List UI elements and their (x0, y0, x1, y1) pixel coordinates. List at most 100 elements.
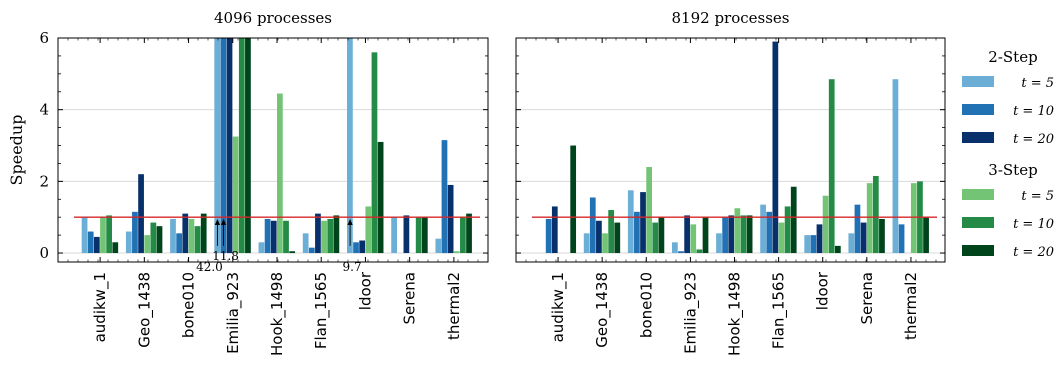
bar (614, 222, 621, 254)
panel-title: 8192 processes (672, 9, 790, 27)
bar (264, 218, 271, 254)
bar (258, 242, 265, 254)
bar (403, 215, 410, 254)
bar (672, 242, 678, 254)
category-label: Serena (401, 272, 419, 325)
bar (696, 249, 703, 254)
bar (359, 240, 366, 254)
bar (834, 245, 841, 254)
bar (910, 183, 917, 254)
bar (214, 38, 221, 254)
category-label: ldoor (356, 271, 374, 310)
bar (652, 222, 659, 254)
bar (132, 211, 138, 254)
annotation-label: 42.0 (196, 260, 223, 274)
annotation-label: 11.8 (212, 249, 239, 263)
bar (634, 211, 640, 254)
panel-2: 8192 processes audikw_1 Geo_1438 bone010 Emi… (515, 9, 946, 356)
bar (740, 215, 747, 254)
category-label: Hook_1498 (726, 272, 745, 356)
bar (321, 220, 327, 254)
bar (646, 167, 653, 254)
category-label: Geo_1438 (135, 272, 154, 348)
legend-swatch (962, 132, 994, 143)
bar (353, 242, 359, 254)
legend-label: t = 20 (1013, 132, 1054, 147)
y-tick-label: 0 (39, 244, 49, 262)
bar (270, 220, 277, 254)
category-label: audikw_1 (549, 272, 568, 342)
bar (848, 233, 855, 254)
plot-frame (57, 37, 489, 263)
legend-swatch (962, 217, 994, 228)
legend-swatch (962, 104, 994, 115)
bar (923, 217, 929, 254)
bar (589, 197, 596, 254)
bar (816, 224, 823, 254)
bar (453, 251, 460, 254)
bar (627, 190, 634, 254)
bar (170, 218, 176, 254)
bar (898, 224, 905, 254)
bar (333, 215, 340, 254)
bar (766, 211, 773, 254)
annotation-arrowhead (347, 218, 353, 225)
bar (828, 79, 835, 254)
bar (640, 192, 646, 254)
category-label: Emilia_923 (224, 272, 243, 354)
bar (138, 174, 144, 254)
legend-swatch (962, 76, 994, 87)
y-tick-label: 4 (39, 101, 49, 119)
bar (872, 175, 879, 254)
bar (804, 235, 811, 254)
bar (100, 217, 106, 254)
panel-title: 4096 processes (214, 9, 332, 27)
bar (391, 217, 397, 254)
annotation-label: 9.7 (343, 260, 362, 274)
bar (778, 222, 785, 254)
category-label: Emilia_923 (681, 272, 700, 354)
bar (602, 233, 608, 254)
bar (690, 224, 697, 254)
bar (596, 220, 602, 254)
category-label: Geo_1438 (593, 272, 612, 348)
category-label: thermal2 (902, 272, 920, 340)
bar (93, 236, 100, 254)
bar (545, 218, 552, 254)
bar (772, 41, 779, 254)
bar (156, 226, 163, 254)
category-label: bone010 (637, 272, 655, 338)
panel-1: 4096 processes audikw_1 Geo_1438 bone010 Emi… (39, 9, 489, 356)
legend-group-title: 3-Step (988, 161, 1037, 179)
y-tick-label: 6 (39, 29, 49, 47)
bar (371, 52, 378, 254)
bar (860, 222, 867, 254)
bar (200, 213, 207, 254)
bar (746, 215, 753, 254)
legend: 2-Step t = 5 t = 10 t = 20 3-Step t = 5 t = 10… (962, 48, 1054, 260)
bar (658, 217, 665, 254)
bar (760, 204, 766, 254)
legend-label: t = 5 (1021, 76, 1054, 91)
bar (678, 251, 684, 254)
y-axis-label: Speedup (7, 115, 26, 186)
category-label: Flan_1565 (770, 272, 789, 349)
y-tick-label: 2 (39, 172, 49, 190)
bar (176, 233, 183, 254)
category-label: ldoor (814, 271, 832, 310)
bar (327, 218, 334, 254)
bar (232, 136, 239, 254)
category-label: audikw_1 (91, 272, 110, 342)
legend-label: t = 5 (1021, 189, 1054, 204)
bar (245, 38, 251, 254)
bar (81, 217, 88, 254)
bar (415, 217, 422, 254)
legend-swatch (962, 245, 994, 256)
bar (716, 233, 722, 254)
category-label: Hook_1498 (268, 272, 287, 356)
bar (608, 210, 615, 254)
bar (879, 218, 885, 254)
annotation-arrowhead (220, 218, 227, 225)
bar (365, 206, 372, 254)
